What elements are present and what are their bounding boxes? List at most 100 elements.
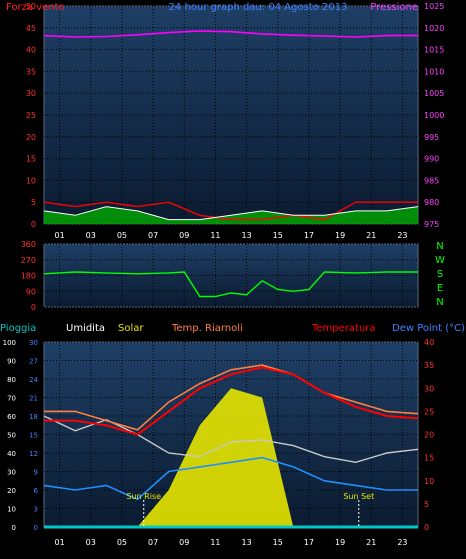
x-tick-label: 03 xyxy=(86,538,96,547)
x-tick-label: 07 xyxy=(148,231,158,240)
y-tick-temp: 30 xyxy=(424,384,434,393)
y-tick-humidity: 20 xyxy=(7,487,16,495)
y-tick-rain: 6 xyxy=(34,487,39,495)
y-tick-rain: 24 xyxy=(29,376,38,384)
temperature-line xyxy=(44,366,419,436)
x-tick-label: 17 xyxy=(304,231,314,240)
y-tick-rain: 9 xyxy=(34,469,38,477)
sun-annotation: Sun Rise xyxy=(126,492,161,501)
y-tick-right: 980 xyxy=(424,198,439,207)
y-tick-humidity: 90 xyxy=(7,358,16,366)
y-tick-temp: 0 xyxy=(424,523,429,532)
x-tick-label: 11 xyxy=(210,538,220,547)
y-tick-temp: 10 xyxy=(424,477,434,486)
legend-label: Umidita xyxy=(66,323,105,334)
y-tick-humidity: 50 xyxy=(7,432,16,440)
y-tick-left: 5 xyxy=(31,198,36,207)
y-tick-rain: 0 xyxy=(34,524,38,532)
y-tick-left: 40 xyxy=(26,46,36,55)
y-tick-right: 995 xyxy=(424,133,439,142)
x-tick-label: 21 xyxy=(366,538,376,547)
y-tick-temp: 20 xyxy=(424,431,434,440)
x-tick-label: 01 xyxy=(54,538,64,547)
y-tick-left: 30 xyxy=(26,89,36,98)
y-tick-right: 1000 xyxy=(424,111,444,120)
y-tick-humidity: 40 xyxy=(7,450,16,458)
y-tick-left: 15 xyxy=(26,155,36,164)
y-tick-left: 180 xyxy=(21,272,36,281)
y-tick-left: 35 xyxy=(26,67,36,76)
x-tick-label: 15 xyxy=(273,231,283,240)
compass-label: E xyxy=(437,283,443,294)
wind-avg-line xyxy=(43,201,418,221)
apparent-temp-line xyxy=(44,364,419,431)
y-tick-right: 1020 xyxy=(424,24,444,33)
solar-area xyxy=(44,388,418,527)
x-tick-label: 13 xyxy=(241,231,251,240)
y-tick-left: 0 xyxy=(31,303,36,312)
y-tick-rain: 18 xyxy=(29,413,38,421)
y-tick-temp: 5 xyxy=(424,500,429,509)
y-tick-humidity: 70 xyxy=(7,395,16,403)
x-tick-label: 21 xyxy=(366,231,376,240)
y-tick-humidity: 10 xyxy=(7,506,16,514)
x-tick-label: 07 xyxy=(148,538,158,547)
x-tick-label: 13 xyxy=(241,538,251,547)
y-tick-rain: 30 xyxy=(29,339,38,347)
legend-label: Solar xyxy=(118,323,144,334)
y-tick-humidity: 60 xyxy=(7,413,16,421)
direction-line xyxy=(43,271,418,298)
y-tick-temp: 40 xyxy=(424,338,434,347)
y-tick-temp: 15 xyxy=(424,454,434,463)
y-tick-left: 45 xyxy=(26,24,36,33)
y-tick-left: 25 xyxy=(26,111,36,120)
y-tick-left: 20 xyxy=(26,133,36,142)
x-tick-label: 05 xyxy=(117,538,127,547)
x-tick-label: 23 xyxy=(397,538,407,547)
y-tick-right: 1015 xyxy=(424,46,444,55)
y-tick-rain: 12 xyxy=(29,450,38,458)
legend-label: Pioggia xyxy=(0,323,36,334)
chart-title: 24 hour graph dau: 04 Agosto 2013 xyxy=(169,2,348,13)
pressure-axis-title: Pressione xyxy=(370,2,418,13)
y-tick-left: 360 xyxy=(21,240,36,249)
y-tick-right: 975 xyxy=(424,220,439,229)
compass-label: N xyxy=(436,297,443,308)
humidity-line xyxy=(43,415,419,464)
x-tick-label: 23 xyxy=(397,231,407,240)
legend-label: Temperatura xyxy=(311,323,376,334)
compass-label: N xyxy=(436,241,443,252)
x-tick-label: 03 xyxy=(86,231,96,240)
y-tick-rain: 3 xyxy=(34,506,38,514)
x-tick-label: 01 xyxy=(54,231,64,240)
y-tick-humidity: 30 xyxy=(7,469,16,477)
y-tick-humidity: 100 xyxy=(3,339,16,347)
compass-label: W xyxy=(435,255,445,266)
y-tick-temp: 25 xyxy=(424,407,434,416)
y-tick-left: 50 xyxy=(26,2,36,11)
y-tick-left: 10 xyxy=(26,176,36,185)
x-tick-label: 05 xyxy=(117,231,127,240)
x-tick-label: 19 xyxy=(335,231,345,240)
y-tick-rain: 21 xyxy=(29,395,38,403)
x-tick-label: 11 xyxy=(210,231,220,240)
y-tick-right: 1005 xyxy=(424,89,444,98)
y-tick-right: 990 xyxy=(424,155,439,164)
y-tick-left: 0 xyxy=(31,220,36,229)
y-tick-rain: 27 xyxy=(29,358,38,366)
y-tick-humidity: 0 xyxy=(12,524,16,532)
wind-axis-title: Forza vento xyxy=(6,2,65,13)
y-tick-left: 90 xyxy=(26,287,36,296)
x-tick-label: 09 xyxy=(179,538,189,547)
pressure-line xyxy=(43,30,418,38)
y-tick-right: 985 xyxy=(424,176,439,185)
compass-label: S xyxy=(437,269,443,280)
y-tick-humidity: 80 xyxy=(7,376,16,384)
x-tick-label: 17 xyxy=(304,538,314,547)
legend-label: Temp. Riarnoli xyxy=(171,323,243,334)
y-tick-right: 1010 xyxy=(424,67,444,76)
dewpoint-line xyxy=(43,456,418,501)
x-tick-label: 09 xyxy=(179,231,189,240)
